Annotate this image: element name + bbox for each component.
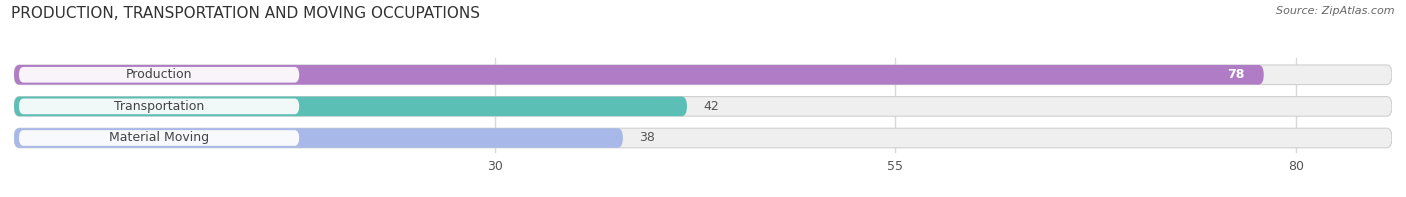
- FancyBboxPatch shape: [18, 98, 299, 114]
- Text: Production: Production: [125, 68, 193, 81]
- FancyBboxPatch shape: [18, 67, 299, 83]
- Text: Material Moving: Material Moving: [110, 131, 209, 144]
- Text: Source: ZipAtlas.com: Source: ZipAtlas.com: [1277, 6, 1395, 16]
- FancyBboxPatch shape: [14, 128, 1392, 148]
- Text: 38: 38: [638, 131, 655, 144]
- FancyBboxPatch shape: [14, 97, 1392, 116]
- Text: 42: 42: [703, 100, 718, 113]
- Text: Transportation: Transportation: [114, 100, 204, 113]
- FancyBboxPatch shape: [14, 65, 1392, 85]
- FancyBboxPatch shape: [14, 128, 623, 148]
- Text: 78: 78: [1227, 68, 1244, 81]
- Text: PRODUCTION, TRANSPORTATION AND MOVING OCCUPATIONS: PRODUCTION, TRANSPORTATION AND MOVING OC…: [11, 6, 481, 21]
- FancyBboxPatch shape: [18, 130, 299, 146]
- FancyBboxPatch shape: [14, 97, 688, 116]
- FancyBboxPatch shape: [14, 65, 1264, 85]
